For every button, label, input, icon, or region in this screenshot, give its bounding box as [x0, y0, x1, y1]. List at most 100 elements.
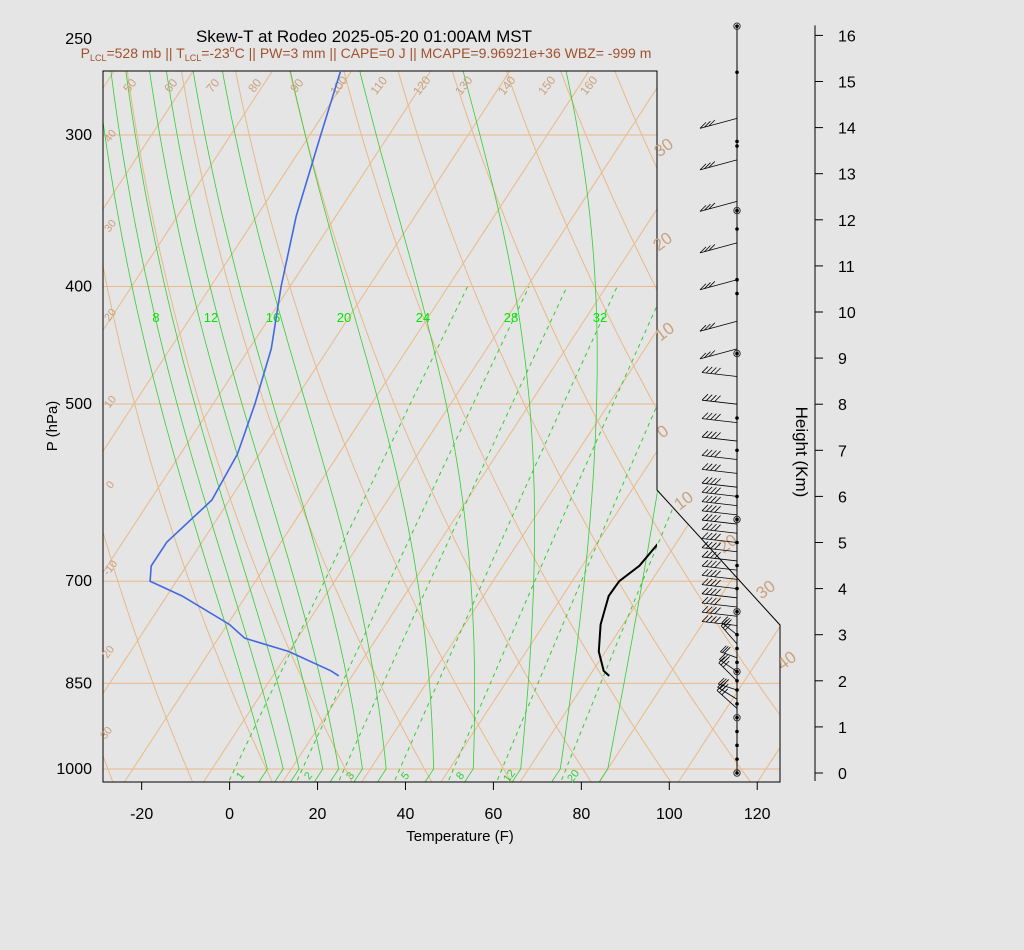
wind-barb-feather — [705, 394, 713, 401]
wind-barb-feather — [705, 477, 713, 484]
wind-barb-feather — [701, 615, 709, 622]
dry-adiabat-label: 50 — [120, 76, 139, 95]
wind-barb-feather — [701, 522, 709, 530]
wind-barb-staff — [701, 510, 738, 516]
isotherm-line — [748, 71, 780, 782]
moist-adiabat-line — [274, 71, 435, 782]
wind-barb-staff — [699, 320, 738, 332]
dry-adiabat-line — [557, 71, 780, 782]
axes: 1001502002503004005007008501000-20020406… — [56, 31, 770, 823]
x-tick-label: 60 — [485, 806, 503, 823]
wind-barb-feather — [705, 486, 713, 494]
wind-barb-feather — [708, 281, 716, 288]
isotherm-line — [590, 71, 780, 782]
height-tick-label: 0 — [838, 766, 847, 783]
wind-barb-feather — [705, 569, 713, 577]
dry-adiabat-label: 160 — [577, 73, 601, 98]
wind-barb-feather — [701, 463, 709, 470]
wind-barb-feather — [714, 464, 721, 472]
moist-adiabat-line — [155, 71, 340, 782]
y-tick-label: 850 — [65, 675, 92, 692]
wind-barb-feather — [705, 366, 713, 374]
height-tick-label: 11 — [838, 259, 855, 276]
wind-barb-staff — [701, 492, 738, 497]
dry-adiabat-label: 30 — [98, 725, 115, 742]
wind-barb-feather — [705, 514, 713, 521]
height-marker-dot — [735, 609, 739, 614]
dry-adiabat-label: 20 — [102, 307, 119, 324]
moist-adiabat-line — [442, 71, 535, 782]
dry-adiabat-line — [103, 71, 279, 782]
isotherm-line — [115, 71, 780, 782]
dry-adiabat-label: 20 — [100, 644, 117, 661]
wind-barb-feather — [705, 449, 713, 457]
height-marker-ring — [733, 515, 741, 524]
wind-barb-feather — [701, 578, 709, 585]
height-marker-dot — [735, 448, 739, 453]
wind-barb-staff — [701, 399, 738, 405]
wind-barb-feather — [710, 597, 717, 605]
wind-barb-feather — [710, 496, 717, 503]
mixing-ratio-label: 2 — [302, 770, 315, 782]
wind-barb-feather — [705, 523, 713, 531]
wind-barb-feather — [710, 477, 717, 485]
isotherm-line — [103, 71, 293, 782]
wind-barb-staff — [701, 519, 738, 525]
wind-barb-feather — [708, 322, 716, 330]
mixing-ratio-label: 20 — [565, 768, 582, 785]
y-tick-label: 1000 — [56, 761, 92, 778]
dry-adiabat-label: 60 — [161, 76, 180, 95]
isotherm-label: 0 — [653, 421, 672, 442]
wind-barbs — [699, 22, 741, 777]
mixing-ratio-label: 5 — [399, 770, 412, 782]
wind-barb-feather — [699, 324, 707, 332]
wind-barb-staff — [701, 436, 738, 442]
wind-barb-feather — [714, 542, 721, 550]
wind-barb-feather — [701, 449, 709, 456]
dry-adiabat-label: 80 — [245, 76, 264, 95]
height-marker-dot — [735, 24, 739, 28]
isotherm-line — [511, 71, 780, 782]
chart-title: Skew-T at Rodeo 2025-05-20 01:00AM MST — [196, 27, 532, 46]
wind-barb-feather — [723, 617, 730, 625]
dry-adiabat-label: 90 — [287, 76, 306, 95]
mixing-ratio-line — [290, 286, 530, 782]
wind-barb-feather — [701, 513, 709, 521]
wind-barb-staff — [717, 686, 738, 700]
wind-barb-feather — [710, 560, 717, 568]
mixing-ratio-line — [222, 286, 469, 782]
wind-barb-feather — [721, 654, 728, 662]
x-tick-label: 20 — [309, 806, 327, 823]
wind-barb-feather — [710, 487, 717, 494]
wind-barb-feather — [714, 570, 721, 578]
wind-barb-feather — [701, 495, 709, 502]
moist-adiabat-label: 12 — [204, 310, 218, 325]
dry-adiabat-label: 150 — [535, 73, 559, 98]
height-marker-dot — [735, 291, 739, 296]
y-axis-label: P (hPa) — [44, 401, 61, 452]
wind-barb-feather — [721, 616, 729, 623]
wind-barb-feather — [705, 463, 713, 471]
y-tick-label: 500 — [65, 396, 92, 413]
wind-barb-staff — [701, 584, 738, 589]
dry-adiabat-line — [229, 71, 600, 782]
wind-barb-feather — [710, 588, 717, 596]
isotherm-line — [194, 71, 780, 782]
wind-barb-feather — [705, 541, 713, 549]
x-tick-label: 40 — [397, 806, 415, 823]
isotherm-line — [103, 71, 372, 782]
wind-barb-feather — [705, 560, 713, 567]
wind-barb-feather — [705, 431, 713, 438]
wind-barb-feather — [701, 412, 709, 419]
wind-barb-feather — [705, 597, 713, 604]
wind-barb-feather — [705, 505, 713, 512]
wind-barb-feather — [701, 486, 709, 493]
height-marker-dot — [735, 757, 739, 761]
height-tick-label: 2 — [838, 674, 847, 691]
height-marker-dot — [735, 646, 739, 651]
height-marker-ring — [733, 349, 741, 358]
wind-barb-feather — [701, 393, 709, 401]
wind-barb-feather — [701, 504, 709, 512]
x-tick-label: -20 — [130, 806, 153, 823]
